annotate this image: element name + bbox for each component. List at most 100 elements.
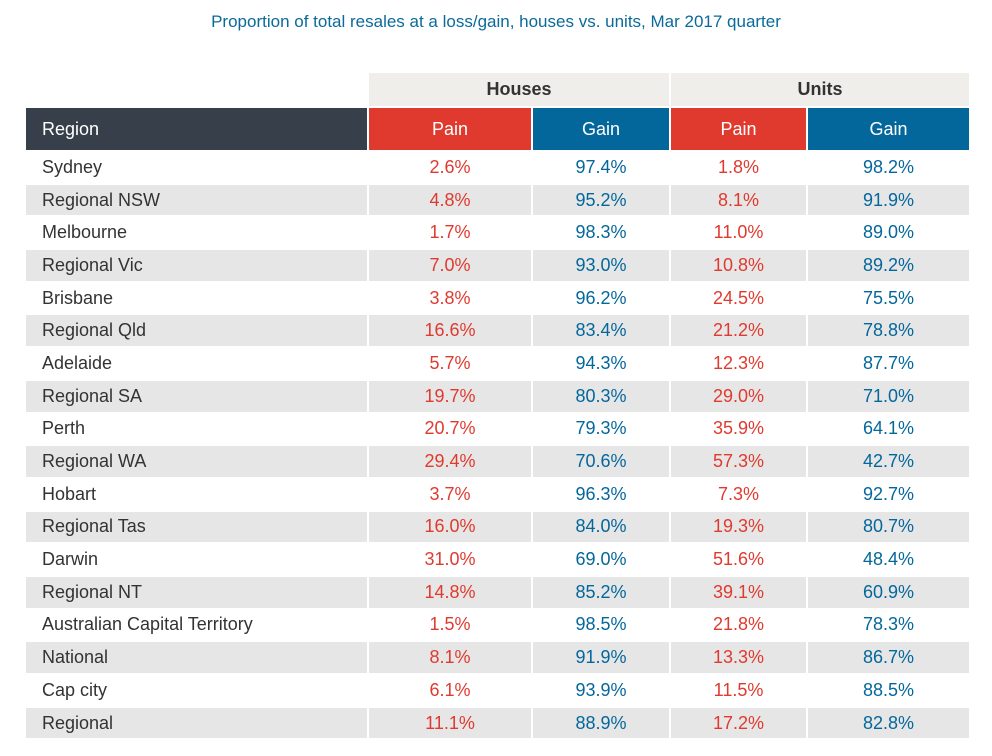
cell-houses-pain: 7.0% [369, 250, 531, 281]
cell-units-pain: 35.9% [712, 418, 765, 439]
cell-units-pain: 11.5% [713, 679, 764, 700]
cell-units-gain: 89.2% [808, 250, 969, 281]
chart-title: Proportion of total resales at a loss/ga… [211, 12, 781, 31]
table-row: Hobart 3.7% 96.3% 7.3% 92.7% [26, 479, 969, 510]
group-header-units: Units [671, 73, 969, 106]
cell-region: Adelaide [42, 352, 113, 373]
cell-houses-pain: 6.1% [429, 679, 471, 700]
cell-region: Regional WA [26, 446, 367, 477]
cell-units-gain: 91.9% [808, 184, 969, 216]
cell-houses-gain: 70.6% [533, 446, 669, 477]
cell-units-gain: 86.7% [808, 642, 969, 673]
cell-units-pain: 10.8% [671, 250, 806, 281]
cell-houses-gain: 93.9% [575, 679, 627, 700]
cell-units-gain: 42.7% [808, 446, 969, 477]
cell-houses-pain: 16.0% [369, 511, 531, 543]
cell-units-gain: 98.2% [862, 156, 915, 177]
cell-units-gain: 80.7% [808, 511, 969, 543]
cell-units-gain: 88.5% [862, 679, 915, 700]
cell-units-pain: 21.2% [671, 315, 806, 347]
cell-houses-gain: 69.0% [575, 549, 627, 570]
cell-houses-pain: 4.8% [369, 184, 531, 216]
cell-houses-gain: 80.3% [533, 380, 669, 412]
cell-houses-pain: 11.1% [369, 707, 531, 739]
cell-units-pain: 8.1% [671, 184, 806, 216]
table-body: Sydney 2.6% 97.4% 1.8% 98.2% Regional NSW 4.8%… [26, 152, 969, 739]
cell-units-gain: 71.0% [808, 380, 969, 412]
cell-units-gain: 89.0% [862, 222, 915, 243]
cell-region: Regional SA [26, 380, 367, 412]
column-header-units-pain: Pain [671, 108, 806, 150]
table-row: Brisbane 3.8% 96.2% 24.5% 75.5% [26, 283, 969, 314]
cell-houses-pain: 16.6% [369, 315, 531, 347]
cell-houses-gain: 96.2% [575, 287, 627, 308]
resales-table: Houses Units Region Pain Gain Pain Gain … [24, 71, 971, 740]
cell-houses-gain: 97.4% [575, 156, 627, 177]
table-row: Regional SA 19.7% 80.3% 29.0% 71.0% [26, 380, 969, 412]
cell-units-gain: 92.7% [862, 483, 915, 504]
cell-houses-pain: 19.7% [369, 380, 531, 412]
cell-units-pain: 24.5% [712, 287, 765, 308]
cell-houses-gain: 91.9% [533, 642, 669, 673]
table-row: National 8.1% 91.9% 13.3% 86.7% [26, 642, 969, 673]
group-header-houses: Houses [369, 73, 669, 106]
cell-region: Perth [42, 418, 86, 439]
table-row: Regional WA 29.4% 70.6% 57.3% 42.7% [26, 446, 969, 477]
table-row: Regional Qld 16.6% 83.4% 21.2% 78.8% [26, 315, 969, 347]
cell-region: Regional Tas [26, 511, 367, 543]
cell-units-pain: 29.0% [671, 380, 806, 412]
cell-houses-gain: 94.3% [575, 352, 627, 373]
cell-houses-pain: 14.8% [369, 576, 531, 608]
cell-units-pain: 39.1% [671, 576, 806, 608]
cell-units-gain: 60.9% [808, 576, 969, 608]
cell-units-pain: 11.0% [713, 222, 764, 243]
cell-units-pain: 7.3% [717, 483, 760, 504]
cell-region: Australian Capital Territory [42, 614, 253, 635]
cell-houses-gain: 88.9% [533, 707, 669, 739]
cell-houses-pain: 20.7% [424, 418, 476, 439]
cell-region: Brisbane [42, 287, 114, 308]
table-row: Regional Tas 16.0% 84.0% 19.3% 80.7% [26, 511, 969, 543]
cell-units-gain: 64.1% [862, 418, 915, 439]
table-row: Regional 11.1% 88.9% 17.2% 82.8% [26, 707, 969, 739]
table-row: Adelaide 5.7% 94.3% 12.3% 87.7% [26, 348, 969, 379]
cell-region: Sydney [42, 156, 103, 177]
cell-region: Regional NSW [26, 184, 367, 216]
cell-houses-gain: 85.2% [533, 576, 669, 608]
cell-houses-gain: 93.0% [533, 250, 669, 281]
cell-houses-gain: 98.5% [575, 614, 627, 635]
cell-houses-pain: 8.1% [369, 642, 531, 673]
cell-houses-pain: 3.7% [429, 483, 471, 504]
cell-region: Regional NT [26, 576, 367, 608]
cell-region: Regional [26, 707, 367, 739]
table-row: Melbourne 1.7% 98.3% 11.0% 89.0% [26, 217, 969, 248]
cell-houses-pain: 5.7% [429, 352, 471, 373]
cell-units-pain: 51.6% [712, 549, 765, 570]
cell-units-pain: 1.8% [717, 156, 760, 177]
table-row: Regional Vic 7.0% 93.0% 10.8% 89.2% [26, 250, 969, 281]
column-header-units-gain: Gain [808, 108, 969, 150]
cell-units-gain: 82.8% [808, 707, 969, 739]
table-row: Australian Capital Territory 1.5% 98.5% 21.… [26, 610, 969, 641]
cell-units-pain: 17.2% [671, 707, 806, 739]
cell-region: Regional Qld [26, 315, 367, 347]
cell-region: National [26, 642, 367, 673]
cell-houses-pain: 31.0% [424, 549, 476, 570]
cell-units-pain: 19.3% [671, 511, 806, 543]
cell-region: Cap city [42, 679, 108, 700]
cell-houses-gain: 95.2% [533, 184, 669, 216]
cell-units-gain: 48.4% [862, 549, 915, 570]
table-row: Darwin 31.0% 69.0% 51.6% 48.4% [26, 544, 969, 575]
cell-units-pain: 21.8% [712, 614, 765, 635]
table-row: Regional NSW 4.8% 95.2% 8.1% 91.9% [26, 184, 969, 216]
cell-houses-pain: 1.5% [429, 614, 471, 635]
cell-region: Melbourne [42, 222, 128, 243]
cell-units-pain: 12.3% [712, 352, 765, 373]
cell-houses-gain: 84.0% [533, 511, 669, 543]
cell-units-gain: 78.3% [862, 614, 915, 635]
cell-houses-pain: 2.6% [429, 156, 471, 177]
cell-region: Hobart [42, 483, 97, 504]
table-row: Cap city 6.1% 93.9% 11.5% 88.5% [26, 675, 969, 706]
cell-houses-gain: 96.3% [575, 483, 627, 504]
table-row: Perth 20.7% 79.3% 35.9% 64.1% [26, 414, 969, 445]
